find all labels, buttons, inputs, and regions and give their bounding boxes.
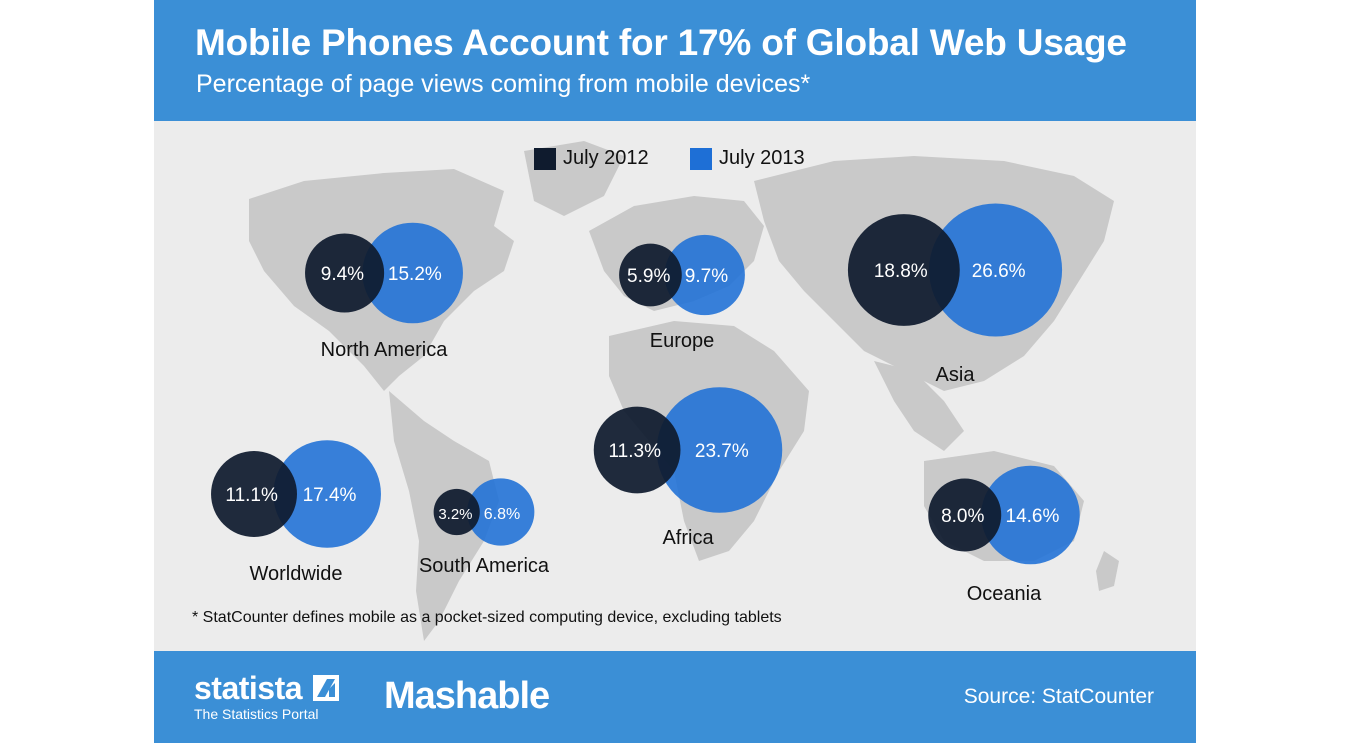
value-label-2013-north-america: 15.2% [388,264,442,285]
bubble-group-asia: 18.8% 26.6% Asia [847,203,1063,386]
legend-item-july-2013: July 2013 [690,147,805,170]
value-label-2013-oceania: 14.6% [1006,506,1060,527]
value-label-2013-europe: 9.7% [685,266,728,287]
infographic-card: Mobile Phones Account for 17% of Global … [154,0,1196,743]
bubble-2013-worldwide [273,440,381,548]
bubble-2012-north-america [305,233,385,313]
legend-swatch [690,147,712,170]
statista-logo[interactable]: statista The Statistics Portal [194,671,339,722]
legend-label: July 2013 [719,147,805,169]
bubble-2013-africa [656,387,783,513]
value-label-2012-north-america: 9.4% [321,264,364,285]
footnote: * StatCounter defines mobile as a pocket… [192,609,782,626]
bubble-group-north-america: 9.4% 15.2% North America [305,222,463,361]
legend-swatch [534,147,556,170]
footer-banner: statista The Statistics Portal Mashable … [154,651,1196,743]
page-subtitle: Percentage of page views coming from mob… [196,70,811,98]
bubble-layer: 9.4% 15.2% North America 5.9% 9.7% Europe 18.8… [211,203,1080,605]
region-label-worldwide: Worldwide [250,563,343,585]
value-label-2012-worldwide: 11.1% [225,485,278,506]
legend-item-july-2012: July 2012 [534,147,649,170]
header-banner: Mobile Phones Account for 17% of Global … [154,0,1196,121]
bubble-group-europe: 5.9% 9.7% Europe [619,234,745,352]
value-label-2013-south-america: 6.8% [484,506,520,523]
bubble-group-africa: 11.3% 23.7% Africa [593,387,783,549]
world-map-svg: 9.4% 15.2% North America 5.9% 9.7% Europe 18.8… [211,141,1119,641]
bubble-group-worldwide: 11.1% 17.4% Worldwide [211,440,381,585]
bubble-2012-oceania [928,478,1002,552]
bubble-2013-asia [929,203,1063,337]
region-label-europe: Europe [650,330,715,352]
bubble-group-south-america: 3.2% 6.8% South America [419,478,550,577]
bubble-2013-south-america [467,478,535,546]
value-label-2012-south-america: 3.2% [438,506,472,523]
bubble-2012-worldwide [211,451,297,537]
source-credit: Source: StatCounter [963,685,1154,708]
value-label-2012-oceania: 8.0% [941,506,984,527]
page-title: Mobile Phones Account for 17% of Global … [195,22,1127,63]
bubble-2012-asia [847,214,960,326]
bubble-2012-south-america [433,488,480,536]
bubble-2012-europe [619,243,682,307]
value-label-2012-africa: 11.3% [609,441,662,462]
value-label-2013-africa: 23.7% [695,441,749,462]
bubble-2013-europe [664,234,745,316]
bubble-2012-africa [593,406,681,494]
region-label-north-america: North America [321,339,449,361]
legend-label: July 2012 [563,147,649,169]
statista-tagline: The Statistics Portal [194,706,319,722]
region-label-south-america: South America [419,555,550,577]
bubble-2013-north-america [362,222,463,324]
statista-mark-icon [312,675,339,701]
mashable-logo[interactable]: Mashable [384,675,550,717]
region-label-asia: Asia [936,364,976,386]
region-label-oceania: Oceania [967,583,1042,605]
region-label-africa: Africa [662,527,714,549]
bubble-group-oceania: 8.0% 14.6% Oceania [928,465,1080,605]
value-label-2013-asia: 26.6% [972,261,1026,282]
statista-wordmark: statista [194,670,303,706]
bubble-2013-oceania [981,465,1080,565]
world-map-chart: 9.4% 15.2% North America 5.9% 9.7% Europe 18.8… [154,121,1196,651]
value-label-2013-worldwide: 17.4% [303,485,357,506]
value-label-2012-asia: 18.8% [874,261,928,282]
value-label-2012-europe: 5.9% [627,266,670,287]
